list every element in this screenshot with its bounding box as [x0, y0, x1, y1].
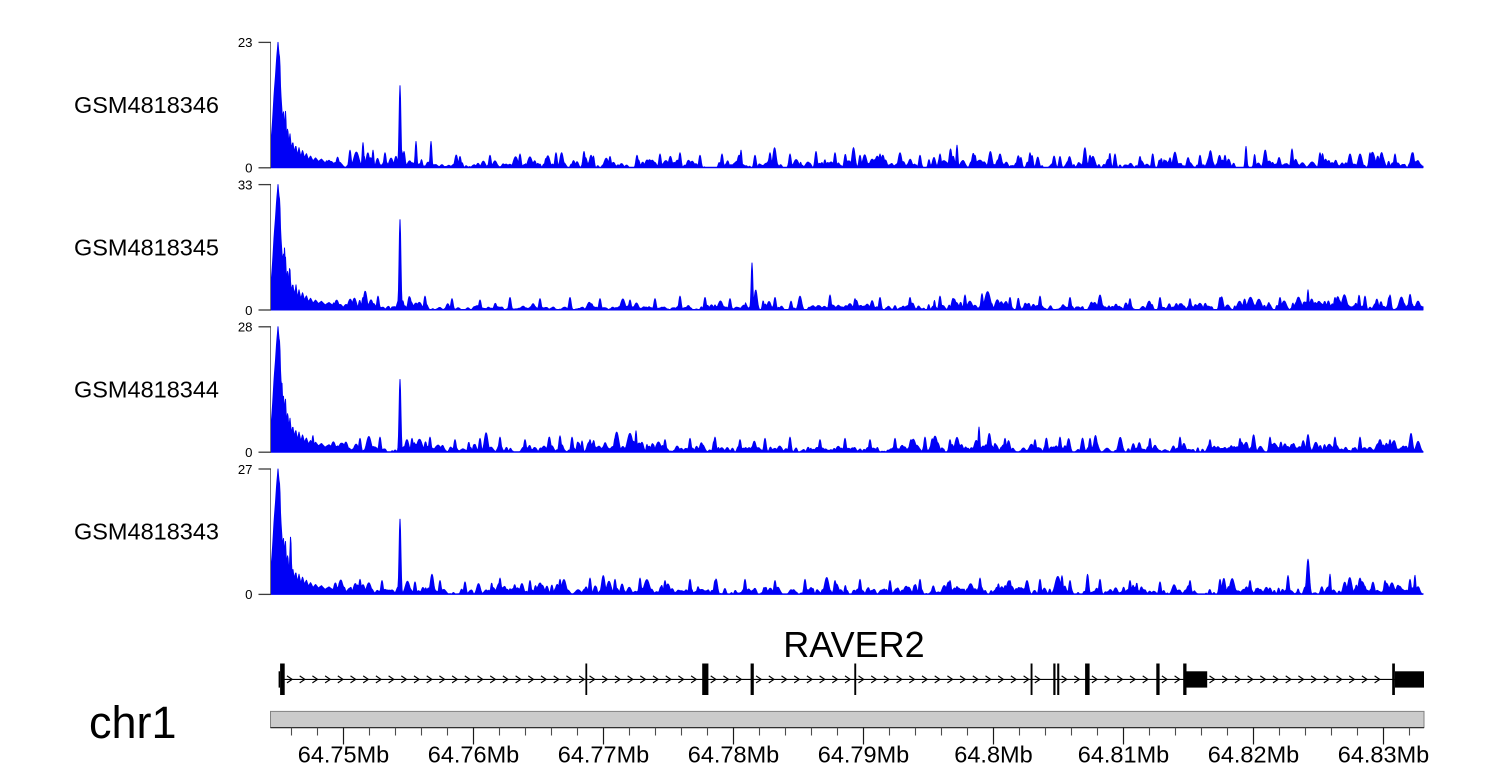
svg-text:GSM4818345: GSM4818345: [74, 234, 219, 260]
svg-text:28: 28: [238, 320, 253, 335]
svg-text:33: 33: [238, 177, 253, 192]
svg-text:0: 0: [245, 161, 252, 176]
svg-text:GSM4818343: GSM4818343: [74, 519, 219, 545]
svg-text:0: 0: [245, 445, 252, 460]
svg-text:64.79Mb: 64.79Mb: [818, 742, 909, 768]
svg-text:23: 23: [238, 35, 253, 50]
svg-text:64.82Mb: 64.82Mb: [1208, 742, 1299, 768]
svg-text:64.75Mb: 64.75Mb: [298, 742, 389, 768]
svg-text:27: 27: [238, 462, 253, 477]
svg-text:64.8Mb: 64.8Mb: [954, 742, 1032, 768]
svg-text:GSM4818344: GSM4818344: [74, 377, 219, 403]
svg-text:64.83Mb: 64.83Mb: [1338, 742, 1429, 768]
svg-text:GSM4818346: GSM4818346: [74, 92, 219, 118]
svg-text:64.77Mb: 64.77Mb: [558, 742, 649, 768]
svg-text:RAVER2: RAVER2: [783, 624, 924, 665]
svg-text:0: 0: [245, 587, 252, 602]
svg-text:64.78Mb: 64.78Mb: [688, 742, 779, 768]
svg-text:0: 0: [245, 303, 252, 318]
svg-text:64.76Mb: 64.76Mb: [428, 742, 519, 768]
svg-text:64.81Mb: 64.81Mb: [1078, 742, 1169, 768]
svg-text:chr1: chr1: [89, 697, 177, 748]
